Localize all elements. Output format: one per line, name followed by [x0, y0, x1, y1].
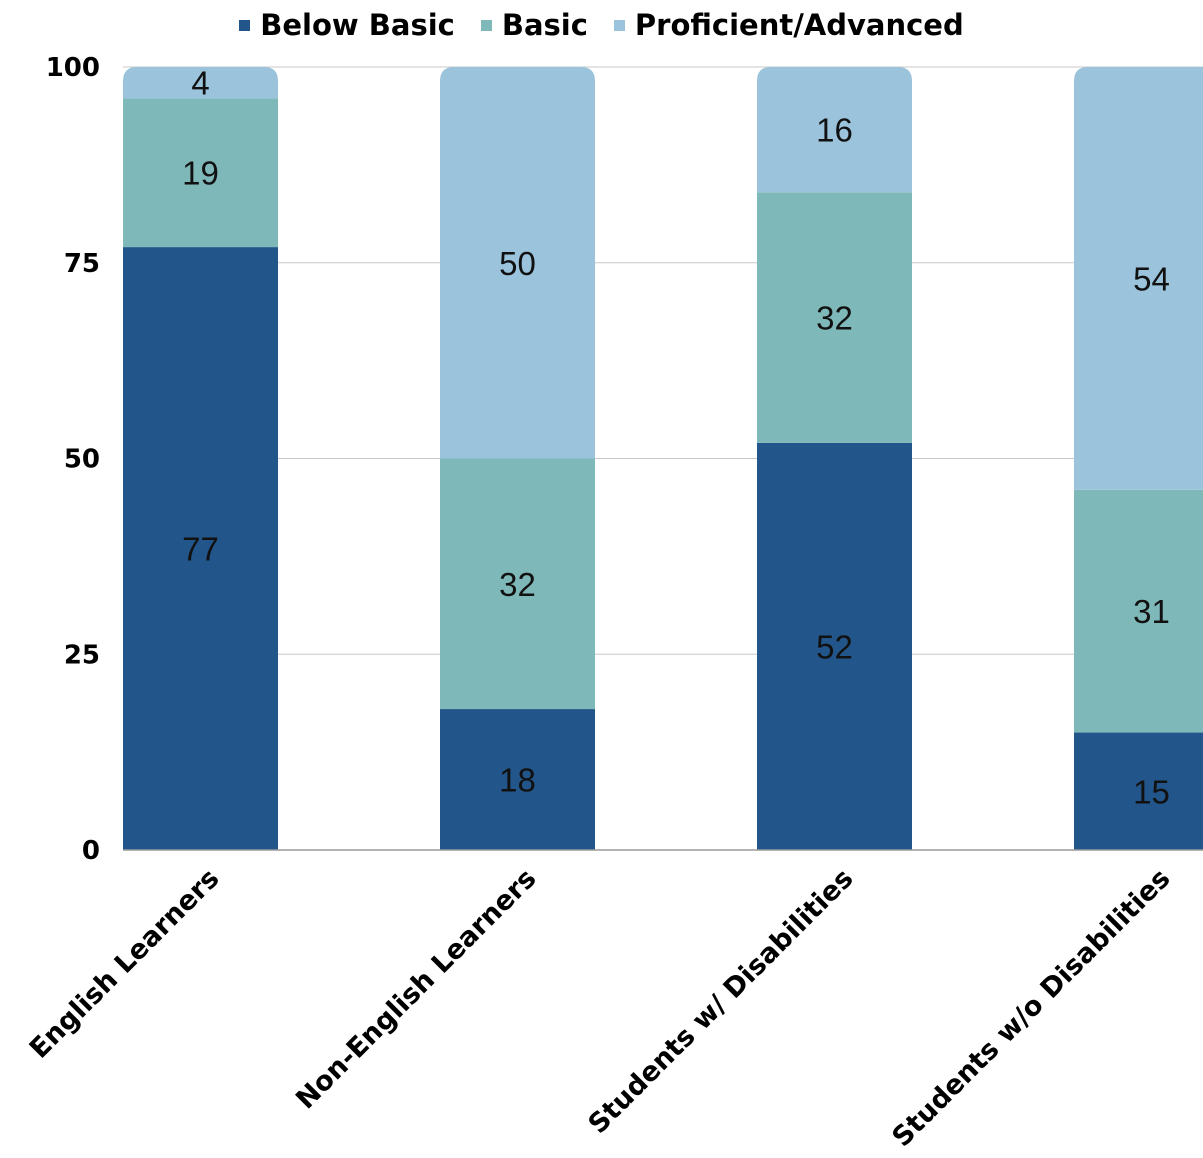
y-tick-label: 75 [64, 249, 100, 279]
gridlines [123, 66, 1203, 655]
data-label: 50 [499, 245, 536, 282]
bar-segment-proficient-advanced [440, 67, 595, 459]
data-label: 4 [191, 65, 209, 102]
bar-segment-below-basic [757, 442, 912, 850]
legend-label-below-basic: Below Basic [260, 8, 455, 42]
data-label: 31 [1133, 593, 1170, 630]
bar-segment-below-basic [1074, 732, 1203, 850]
bar-segment-proficient-advanced [123, 67, 278, 99]
x-tick-label: Non-English Learners [290, 863, 542, 1115]
legend-item-basic: Basic [480, 8, 588, 42]
data-label: 15 [1133, 773, 1170, 810]
legend-item-below-basic: Below Basic [239, 8, 455, 42]
legend-swatch-below-basic [239, 19, 251, 31]
legend-item-proficient-advanced: Proficient/Advanced [613, 8, 964, 42]
bar-stack [440, 67, 595, 850]
bar-stack [123, 67, 278, 850]
bar-segment-basic [757, 192, 912, 443]
data-label: 77 [182, 531, 219, 568]
bar-segment-basic [440, 458, 595, 710]
y-tick-label: 100 [46, 53, 100, 83]
data-label: 54 [1133, 260, 1170, 297]
bar-segment-proficient-advanced [757, 67, 912, 193]
chart-legend: Below Basic Basic Proficient/Advanced [0, 8, 1203, 42]
bar-segment-basic [1074, 489, 1203, 733]
data-label: 32 [816, 300, 853, 337]
bar-segment-below-basic [123, 247, 278, 850]
x-tick-label: Students w/ Disabilities [583, 863, 860, 1140]
data-label-group: 77 19 4 18 32 50 52 32 16 15 31 54 [182, 65, 1170, 811]
bar-stack [1074, 67, 1203, 850]
bar-segment-proficient-advanced [1074, 67, 1203, 490]
legend-label-proficient-advanced: Proficient/Advanced [634, 8, 964, 42]
data-label: 16 [816, 112, 853, 149]
bar-group [123, 67, 1203, 850]
data-label: 18 [499, 762, 536, 799]
y-tick-label: 0 [82, 836, 100, 866]
y-tick-label: 25 [64, 640, 100, 670]
bar-stack [757, 67, 912, 850]
x-tick-label: Students w/o Disabilities [886, 863, 1176, 1153]
y-tick-label: 50 [64, 445, 100, 475]
legend-label-basic: Basic [501, 8, 588, 42]
x-tick-label: English Learners [24, 863, 226, 1065]
bar-segment-basic [123, 98, 278, 248]
y-axis: 0 25 50 75 100 [46, 53, 100, 866]
x-axis: English Learners Non-English Learners Stud… [24, 849, 1203, 1153]
data-label: 19 [182, 155, 219, 192]
bar-segment-below-basic [440, 709, 595, 850]
legend-swatch-proficient-advanced [613, 19, 625, 31]
data-label: 32 [499, 566, 536, 603]
legend-swatch-basic [480, 19, 492, 31]
data-label: 52 [816, 628, 853, 665]
